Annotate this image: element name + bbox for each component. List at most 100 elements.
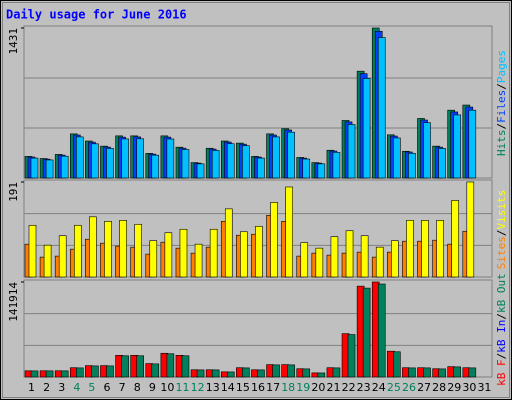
legend-entry: kB In bbox=[495, 320, 508, 353]
x-tick-label: 1 bbox=[28, 381, 35, 394]
bar bbox=[60, 155, 69, 179]
bar bbox=[30, 157, 39, 179]
bar bbox=[136, 355, 144, 378]
bar bbox=[330, 236, 339, 278]
legend: Hits/Files/Pages bbox=[495, 50, 508, 156]
bar bbox=[45, 370, 54, 378]
bar bbox=[375, 246, 384, 278]
x-tick-label: 11 bbox=[176, 381, 190, 394]
bar bbox=[347, 334, 356, 378]
bar bbox=[43, 244, 52, 278]
bar bbox=[317, 163, 326, 179]
bar bbox=[438, 368, 446, 378]
bar bbox=[106, 365, 114, 378]
bar bbox=[224, 208, 233, 278]
x-tick-label: 12 bbox=[191, 381, 205, 394]
bar bbox=[270, 202, 278, 278]
bar bbox=[421, 219, 429, 278]
x-tick-label: 30 bbox=[462, 381, 476, 394]
bar bbox=[91, 365, 99, 378]
bar bbox=[360, 235, 369, 278]
bar bbox=[466, 181, 475, 278]
bar bbox=[272, 136, 280, 179]
bar bbox=[196, 163, 205, 179]
legend-entry: Visits bbox=[495, 190, 508, 230]
legend-entry: Hits bbox=[495, 130, 508, 157]
bar bbox=[181, 149, 190, 179]
bar bbox=[30, 370, 39, 378]
bar bbox=[240, 231, 248, 278]
bar bbox=[179, 228, 188, 278]
bar bbox=[453, 114, 462, 179]
bar bbox=[181, 355, 190, 378]
bar bbox=[332, 367, 341, 378]
bar bbox=[149, 240, 158, 278]
bar bbox=[89, 216, 97, 278]
x-tick-label: 18 bbox=[281, 381, 295, 394]
bar bbox=[377, 37, 386, 179]
bar bbox=[75, 367, 84, 378]
bar bbox=[28, 224, 37, 278]
legend-entry: Pages bbox=[495, 50, 508, 83]
bar bbox=[347, 124, 356, 179]
bar bbox=[285, 186, 293, 278]
bar bbox=[436, 219, 444, 278]
bar bbox=[468, 109, 477, 179]
x-tick-label: 2 bbox=[43, 381, 50, 394]
legend-separator: / bbox=[495, 230, 508, 237]
chart-title: Daily usage for June 2016 bbox=[6, 8, 187, 22]
bar bbox=[257, 369, 265, 378]
bar bbox=[393, 351, 401, 378]
x-tick-label: 3 bbox=[58, 381, 65, 394]
bar bbox=[423, 122, 431, 179]
bar bbox=[106, 148, 114, 179]
x-tick-label: 8 bbox=[134, 381, 141, 394]
bar bbox=[255, 225, 263, 278]
x-tick-label: 20 bbox=[311, 381, 325, 394]
legend-entry: Files bbox=[495, 90, 508, 123]
bar bbox=[317, 372, 326, 378]
bar bbox=[257, 157, 265, 179]
x-tick-label: 31 bbox=[477, 381, 491, 394]
x-tick-label: 27 bbox=[417, 381, 431, 394]
bar bbox=[302, 158, 311, 179]
legend: Sites/Visits bbox=[495, 190, 508, 270]
x-tick-label: 23 bbox=[357, 381, 371, 394]
bar bbox=[362, 78, 371, 179]
bar bbox=[393, 137, 401, 179]
bar bbox=[345, 230, 354, 278]
y-tick-label: 191 bbox=[7, 182, 20, 202]
x-tick-label: 21 bbox=[326, 381, 340, 394]
bar bbox=[377, 283, 386, 378]
bar bbox=[104, 220, 112, 278]
bar bbox=[423, 367, 431, 378]
bar bbox=[196, 369, 205, 378]
bar bbox=[45, 159, 54, 179]
bar bbox=[121, 138, 129, 179]
bar bbox=[272, 364, 280, 378]
x-tick-label: 25 bbox=[387, 381, 401, 394]
x-tick-label: 15 bbox=[236, 381, 250, 394]
legend: kB F/kB In/kB Out bbox=[495, 273, 508, 386]
plot-area bbox=[23, 279, 493, 378]
bar bbox=[468, 367, 477, 378]
bar bbox=[242, 145, 250, 179]
bar bbox=[451, 200, 460, 278]
x-tick-label: 7 bbox=[119, 381, 126, 394]
bar bbox=[73, 224, 82, 278]
x-tick-label: 14 bbox=[221, 381, 235, 394]
bar bbox=[332, 152, 341, 179]
bar bbox=[300, 242, 309, 278]
bar bbox=[287, 131, 295, 179]
y-tick-label: 1431 bbox=[7, 28, 20, 55]
bar bbox=[315, 247, 324, 278]
legend-separator: / bbox=[495, 123, 508, 130]
bar bbox=[226, 143, 235, 179]
x-tick-label: 4 bbox=[73, 381, 80, 394]
bar bbox=[211, 369, 220, 378]
x-tick-label: 13 bbox=[206, 381, 220, 394]
bar bbox=[287, 364, 295, 378]
x-tick-label: 9 bbox=[149, 381, 156, 394]
bar bbox=[60, 370, 69, 378]
